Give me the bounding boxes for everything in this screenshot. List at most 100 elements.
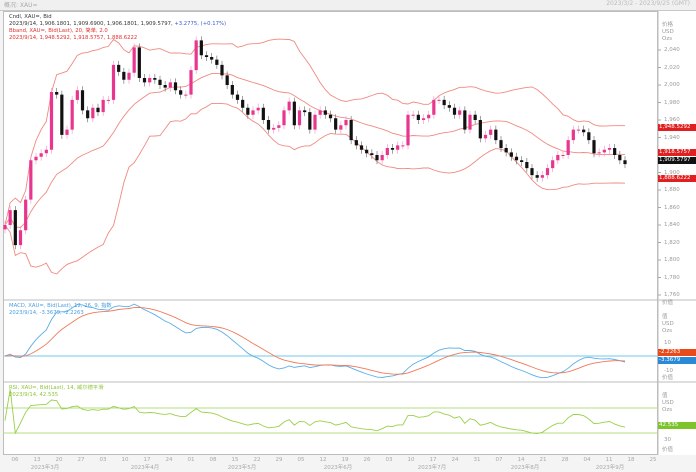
candle-body: [55, 92, 59, 95]
candle-body: [153, 78, 157, 80]
month-label: 2023年9月: [595, 465, 625, 471]
candle-body: [39, 153, 43, 157]
axis-header-unit: Ozs: [662, 328, 673, 334]
candle-body: [282, 110, 286, 126]
candle-body: [189, 70, 193, 95]
candle-body: [385, 148, 389, 155]
price-axis-header: 价格 USD Ozs: [662, 22, 674, 43]
price-tick-label: 1,980: [664, 99, 680, 106]
date-tick-label: 05: [297, 457, 305, 463]
candle-body: [478, 120, 482, 139]
candle-body: [504, 148, 508, 153]
date-tick-label: 20: [55, 457, 63, 463]
macd-tick-label: -10: [664, 368, 673, 374]
date-tick-label: 13: [33, 457, 41, 463]
candle-body: [303, 110, 307, 113]
candle-body: [256, 107, 260, 111]
macd-legend-values: 2023/9/14, -3.3679, -2.2263: [9, 310, 112, 317]
candle-body: [344, 120, 348, 126]
candle-body: [24, 199, 28, 231]
date-tick-label: 28: [561, 457, 569, 463]
candle-body: [416, 114, 420, 120]
date-tick-label: 10: [121, 457, 129, 463]
date-tick-label: 01: [187, 457, 195, 463]
candle-body: [29, 160, 33, 200]
candle-body: [220, 64, 224, 76]
date-tick-label: 04: [583, 457, 591, 463]
candle-body: [354, 140, 358, 146]
price-tick-label: 1,960: [664, 117, 680, 123]
candle-body: [468, 114, 472, 130]
macd-legend-name: MACD, XAU=, Bid(Last), 12, 26, 9, 指数: [9, 303, 112, 309]
candle-body: [18, 230, 23, 246]
candle-body: [13, 210, 17, 246]
candle-body: [494, 129, 498, 141]
date-tick-label: 18: [627, 457, 635, 463]
candle-body: [365, 149, 369, 154]
candle-body: [132, 47, 136, 73]
price-tick-label: 1,760: [664, 292, 680, 298]
bband-lower-line: [4, 102, 626, 275]
candle-body: [499, 140, 503, 148]
bband-lower-marker: 1,888.6222: [658, 175, 696, 182]
price-tick-label: 1,860: [664, 204, 680, 211]
candle-body: [525, 162, 529, 169]
bband-upper-marker: 1,948.5292: [658, 124, 696, 131]
date-tick-label: 11: [605, 457, 613, 463]
candle-body: [582, 129, 586, 133]
candle-body: [86, 110, 90, 119]
candle-body: [540, 175, 544, 178]
candle-body: [318, 110, 322, 115]
candle-legend-values: 2023/9/14, 1,906.1801, 1,909.6900, 1,906…: [9, 21, 226, 28]
date-tick-label: 15: [231, 457, 239, 463]
value-axis[interactable]: [658, 11, 696, 455]
date-tick-label: 12: [319, 457, 327, 463]
candle-body: [401, 145, 405, 147]
window-title: 概况: XAU=: [4, 2, 38, 9]
bband-mid-marker: 1,918.5757: [658, 149, 696, 156]
month-label: 2023年8月: [510, 465, 540, 471]
candle-body: [602, 149, 606, 153]
candle-change: +3.2775, (+0.17%): [174, 21, 227, 27]
price-tick-label: 2,040: [664, 47, 680, 53]
candle-body: [230, 85, 234, 95]
price-tick-label: 1,940: [664, 134, 680, 141]
candle-body: [127, 72, 131, 80]
candle-body: [44, 149, 48, 154]
candle-body: [458, 110, 462, 115]
candle-body: [427, 114, 431, 119]
candle-body: [106, 99, 110, 101]
candle-body: [618, 155, 622, 161]
date-tick-label: 26: [363, 457, 371, 463]
month-label: 2023年7月: [417, 465, 447, 471]
candle-body: [194, 40, 198, 71]
price-tick-label: 1,820: [664, 239, 680, 246]
candle-body: [483, 134, 488, 139]
candle-body: [406, 114, 410, 146]
candle-body: [556, 155, 560, 161]
rsi-line: [4, 389, 626, 435]
candle-body: [396, 145, 400, 150]
candle-body: [199, 40, 203, 56]
macd-tick-label: 10: [664, 340, 671, 346]
candle-legend-name: Cndl, XAU=, Bid: [9, 14, 52, 20]
date-tick-label: 19: [341, 457, 349, 463]
candle-body: [339, 125, 343, 130]
candle-body: [246, 107, 250, 115]
candle-body: [613, 148, 617, 155]
date-tick-label: 17: [143, 457, 151, 463]
candle-body: [509, 152, 513, 157]
date-tick-label: 22: [253, 457, 261, 463]
price-tick-label: 1,880: [664, 187, 680, 193]
candle-body: [452, 107, 457, 115]
macd-legend: MACD, XAU=, Bid(Last), 12, 26, 9, 指数 202…: [9, 303, 112, 317]
macd-marker: -3.3679: [658, 357, 696, 364]
candle-body: [204, 55, 209, 57]
candle-body: [117, 64, 121, 72]
candle-body: [473, 114, 477, 120]
candle-body: [184, 94, 188, 96]
candle-body: [70, 99, 74, 130]
price-tick-label: 1,800: [664, 257, 680, 263]
candle-body: [390, 148, 395, 150]
